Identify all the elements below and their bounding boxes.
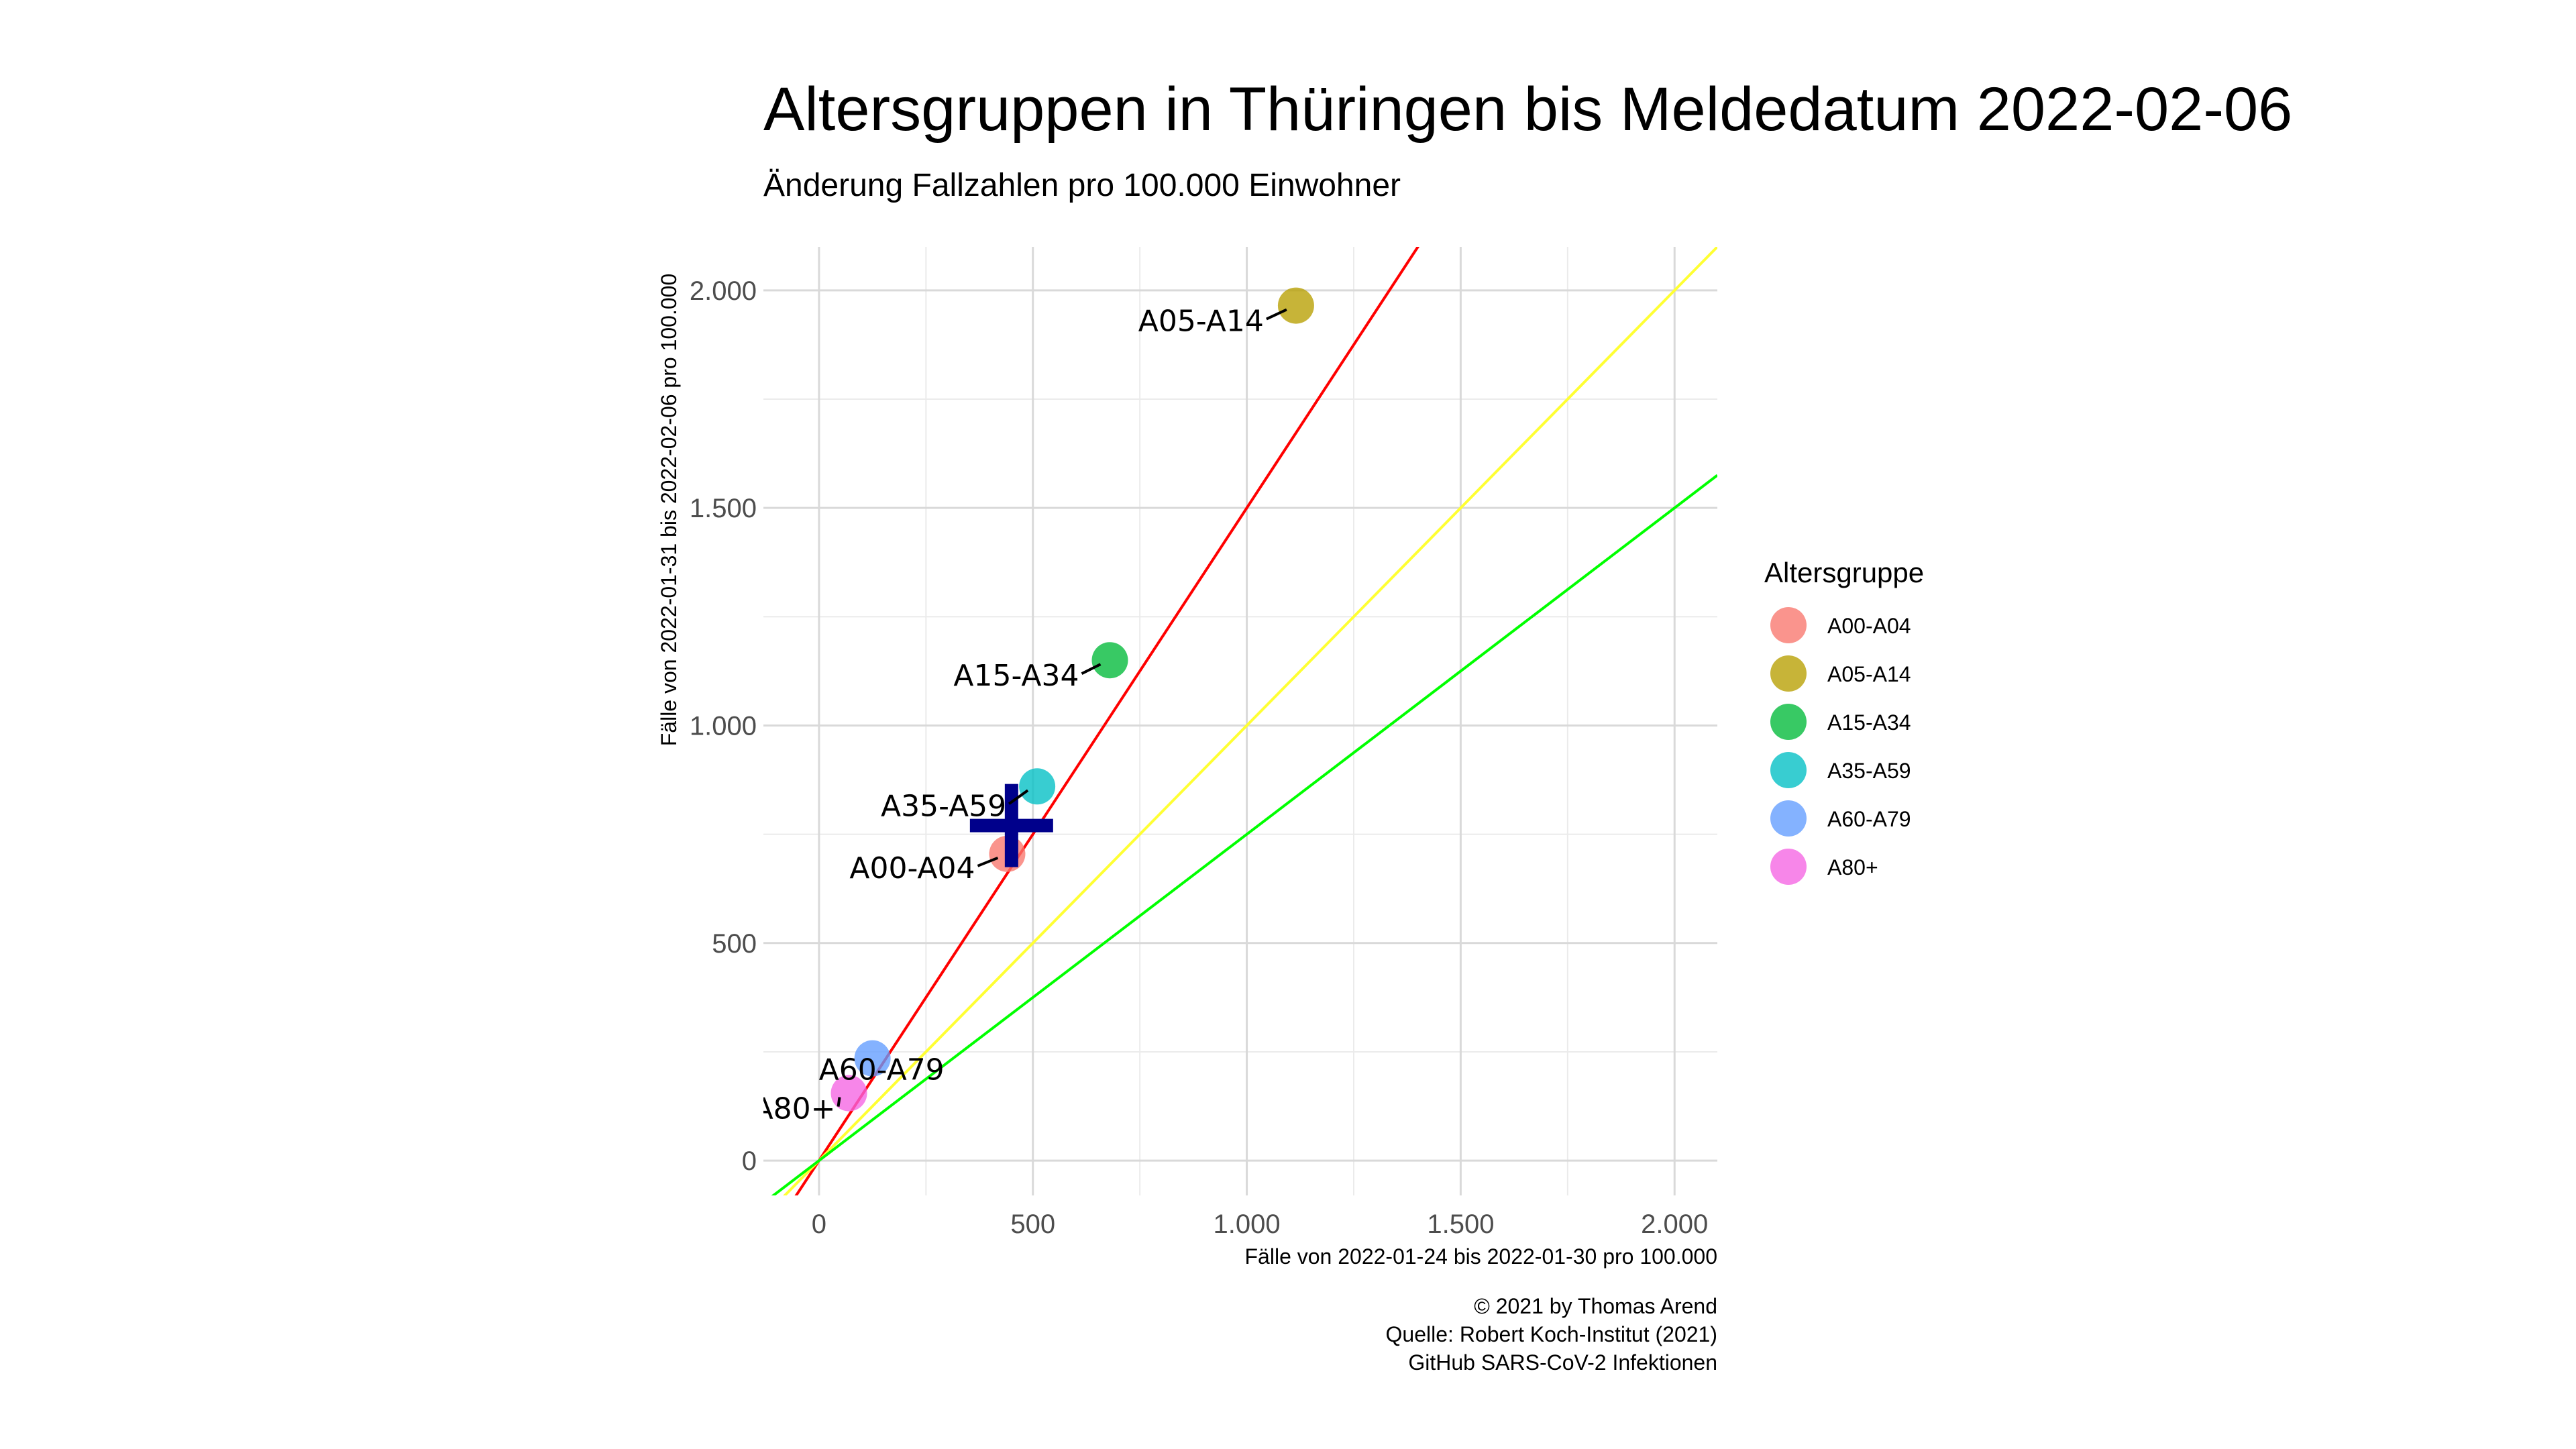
x-tick-label: 1.000 [1214,1210,1281,1239]
reference-lines [771,247,1717,1195]
x-axis-ticks: 0 500 1.000 1.500 2.000 [812,1210,1709,1239]
data-points [830,287,1314,1112]
point-label: A60-A79 [819,1053,945,1087]
point-label: A35-A59 [881,789,1006,823]
legend-label: A60-A79 [1827,807,1911,831]
overall-marker-group [969,784,1053,867]
point-label: A15-A34 [953,659,1079,693]
x-tick-label: 500 [1010,1210,1055,1239]
y-axis-title: Fälle von 2022-01-31 bis 2022-02-06 pro … [657,274,681,747]
legend-label: A80+ [1827,855,1878,879]
legend-key [1770,800,1807,837]
point-label: A80+ [753,1092,836,1126]
x-tick-label: 2.000 [1641,1210,1708,1239]
point-labels: A00-A04 A05-A14 A15-A34 A35-A59 A60-A79 A80+ [753,305,1287,1126]
point-label: A05-A14 [1138,305,1264,339]
y-tick-label: 500 [712,929,757,959]
chart-subtitle: Änderung Fallzahlen pro 100.000 Einwohne… [763,168,1401,203]
gridlines [763,247,1717,1195]
y-axis-ticks: 0 500 1.000 1.500 2.000 [690,276,757,1176]
legend-items: A00-A04 A05-A14 A15-A34 A35-A59 A60-A79 A80+ [1770,607,1911,885]
chart-title: Altersgruppen in Thüringen bis Meldedatu… [763,75,2292,144]
legend-label: A00-A04 [1827,614,1911,638]
caption-line: © 2021 by Thomas Arend [1474,1294,1717,1318]
reference-line [783,247,1717,1195]
legend-key [1770,752,1807,788]
caption-line: GitHub SARS-CoV-2 Infektionen [1408,1350,1717,1375]
data-point [1091,642,1128,679]
label-leader [1266,308,1287,321]
label-leader [1008,789,1029,805]
x-tick-label: 1.500 [1427,1210,1494,1239]
data-point [1019,768,1056,805]
legend-label: A05-A14 [1827,662,1911,686]
reference-line [771,474,1717,1195]
y-tick-label: 0 [742,1146,757,1176]
x-axis-title: Fälle von 2022-01-24 bis 2022-01-30 pro … [1245,1244,1718,1269]
caption-line: Quelle: Robert Koch-Institut (2021) [1386,1322,1717,1346]
legend-key [1770,849,1807,885]
data-point [1277,287,1314,324]
legend-label: A35-A59 [1827,759,1911,783]
label-leader [837,1097,841,1107]
legend-key [1770,704,1807,740]
reference-line [794,247,1420,1195]
legend-title: Altersgruppe [1764,557,1924,588]
y-tick-label: 2.000 [690,276,757,306]
legend-key [1770,607,1807,643]
point-label: A00-A04 [849,851,975,885]
data-point [854,1040,891,1077]
legend-key [1770,655,1807,692]
caption: © 2021 by Thomas Arend Quelle: Robert Koc… [1386,1294,1717,1375]
y-tick-label: 1.000 [690,711,757,741]
x-tick-label: 0 [812,1210,826,1239]
label-leader [977,856,999,867]
label-leader [1081,663,1102,675]
y-tick-label: 1.500 [690,494,757,523]
legend: Altersgruppe A00-A04 A05-A14 A15-A34 A35-A5… [1764,557,1924,885]
legend-label: A15-A34 [1827,710,1911,735]
